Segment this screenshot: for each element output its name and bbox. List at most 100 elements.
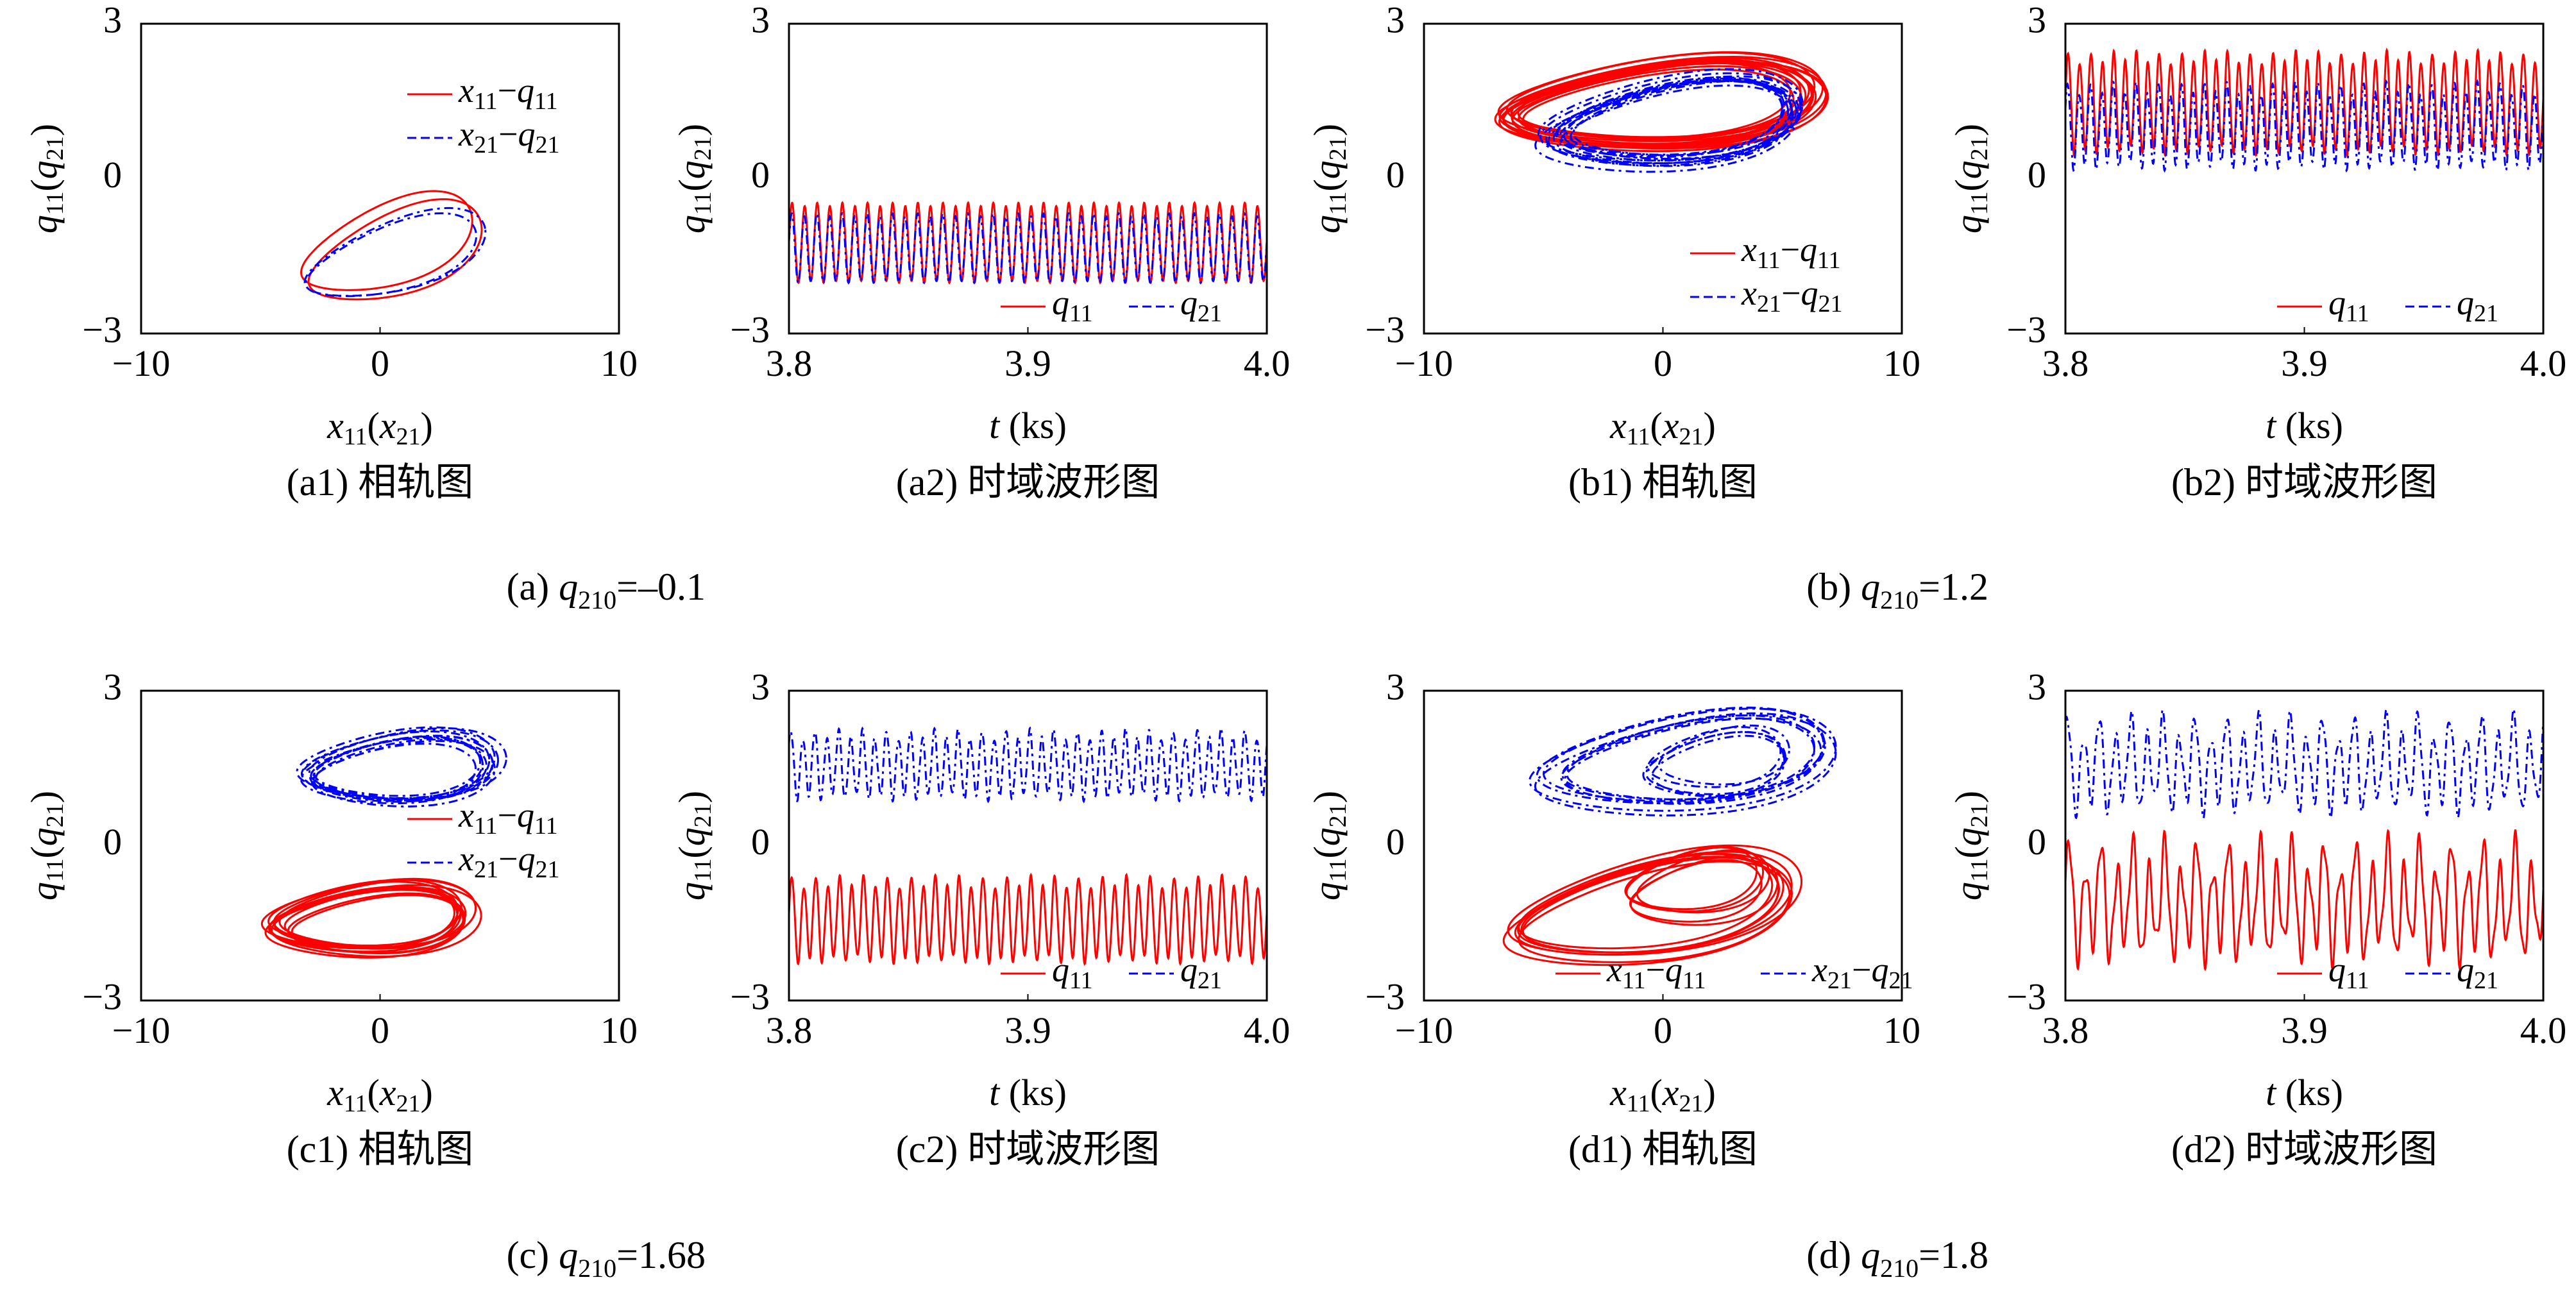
legend-label-q21: q21​: [1180, 950, 1222, 993]
x-tick-label: 4.0: [1244, 1009, 1291, 1051]
panel-caption: (c1) 相轨图: [287, 1128, 474, 1170]
group-caption-param: q: [1861, 566, 1880, 608]
group-caption: (d) q210=1.8: [1806, 1234, 1988, 1283]
group-caption-sub: 210: [1880, 586, 1919, 614]
y-tick-label: 0: [103, 154, 122, 196]
x-axis-label: t (ks): [2266, 1072, 2343, 1113]
y-tick-label: 3: [103, 0, 122, 40]
panel-caption: (b2) 时域波形图: [2171, 461, 2437, 503]
legend-label-q21: q21​: [2457, 950, 2498, 993]
y-tick-label: 3: [2028, 0, 2046, 40]
x-axis-label: t (ks): [989, 405, 1067, 446]
legend: x11​−q11​x21​−q21​: [1555, 950, 1913, 994]
y-axis-label: q11​(q21​): [1947, 791, 1992, 900]
group-caption-param: q: [559, 1234, 578, 1276]
y-tick-label: −3: [730, 308, 770, 350]
x-tick-label: 10: [600, 342, 638, 384]
y-axis-label: q11​(q21​): [23, 791, 68, 900]
x-tick-label: 10: [1883, 342, 1920, 384]
series-line-q11: [260, 877, 482, 959]
chart-a2: 3.8 3.9 4.0 3 0 −3 t (ks) q11​(q21​) (a2) 时域波形图 q…: [671, 0, 1290, 503]
y-tick-label: −3: [1365, 308, 1405, 350]
x-tick-label: −10: [1395, 1009, 1453, 1051]
series-group: [1494, 51, 1829, 173]
group-caption-sub: 210: [1880, 1254, 1919, 1283]
group-caption-param: q: [559, 566, 578, 608]
y-tick-label: 0: [1386, 821, 1405, 863]
series-line-q21: [1534, 68, 1804, 173]
x-tick-label: 3.9: [1004, 1009, 1051, 1051]
legend-label-q21: q21​: [2457, 283, 2498, 326]
group-caption-label: (b): [1806, 566, 1861, 608]
legend-label-q11: x11​−q11​: [458, 71, 558, 114]
legend-label-q21: q21​: [1180, 283, 1222, 326]
group-caption: (a) q210=–0.1: [507, 566, 706, 614]
panel-caption: (b1) 相轨图: [1568, 461, 1758, 503]
series-line-q21: [2065, 707, 2543, 820]
series-line-q11: [789, 872, 1267, 967]
series-line-q11: [1502, 844, 1803, 967]
legend: q11​ q21​: [1001, 283, 1222, 327]
legend-label-q11: x11​−q11​: [458, 796, 558, 839]
x-tick-label: −10: [112, 1009, 171, 1051]
group-caption: (b) q210=1.2: [1806, 566, 1988, 614]
x-tick-label: −10: [1395, 342, 1453, 384]
group-caption-value: =1.2: [1919, 566, 1988, 608]
y-tick-label: −3: [82, 308, 122, 350]
chart-c2: 3.8 3.9 4.0 3 0 −3 t (ks) q11​(q21​) (c2) 时域波形图 q…: [671, 666, 1290, 1170]
y-tick-label: −3: [1365, 975, 1405, 1017]
legend: x11​−q11​x21​−q21​: [1690, 230, 1842, 317]
y-axis-label: q11​(q21​): [1306, 124, 1351, 233]
chart-d2: 3.8 3.9 4.0 3 0 −3 t (ks) q11​(q21​) (d2) 时域波形图 q…: [1947, 666, 2566, 1170]
y-tick-label: 0: [1386, 154, 1405, 196]
group-caption-label: (c): [507, 1234, 559, 1276]
group-caption-label: (d): [1806, 1234, 1861, 1276]
legend-label-q11: q11​: [1052, 283, 1093, 326]
x-tick-label: 10: [600, 1009, 638, 1051]
group-caption-label: (a): [507, 566, 559, 608]
chart-b2: 3.8 3.9 4.0 3 0 −3 t (ks) q11​(q21​) (b2) 时域波形图 q…: [1947, 0, 2566, 503]
x-tick-label: 0: [1654, 342, 1672, 384]
series-group: [2065, 47, 2543, 173]
y-axis-label: q11​(q21​): [23, 124, 68, 233]
legend: x11​−q11​x21​−q21​: [407, 71, 559, 158]
chart-a1: −10 0 10 3 0 −3 x11​(x21​) q11​(q21​) (a1) 相轨图 x1…: [23, 0, 638, 503]
y-tick-label: −3: [2006, 308, 2046, 350]
chart-b1: −10 0 10 3 0 −3 x11​(x21​) q11​(q21​) (b1) 相轨图 x1…: [1306, 0, 1920, 503]
y-axis-label: q11​(q21​): [1306, 791, 1351, 900]
x-axis-label: x11​(x21​): [326, 1072, 433, 1117]
y-tick-label: 3: [1386, 666, 1405, 707]
panel-caption: (c2) 时域波形图: [896, 1128, 1160, 1170]
group-caption-value: =–0.1: [616, 566, 706, 608]
group-caption-value: =1.68: [616, 1234, 706, 1276]
y-tick-label: 3: [103, 666, 122, 707]
x-axis-label: x11​(x21​): [326, 405, 433, 450]
y-tick-label: 3: [751, 666, 770, 707]
x-axis-label: t (ks): [989, 1072, 1067, 1113]
legend-label-q11: q11​: [2328, 950, 2369, 993]
y-tick-label: 0: [2028, 821, 2046, 863]
legend-label-q11: q11​: [2328, 283, 2369, 326]
x-tick-label: 3.9: [2281, 342, 2328, 384]
panel-caption: (a1) 相轨图: [287, 461, 474, 503]
x-tick-label: 4.0: [2520, 1009, 2567, 1051]
legend: x11​−q11​x21​−q21​: [407, 796, 559, 883]
series-line-q11: [2065, 47, 2543, 158]
legend-label-q11: q11​: [1052, 950, 1093, 993]
series-line-q11: [1494, 51, 1829, 153]
chart-c1: −10 0 10 3 0 −3 x11​(x21​) q11​(q21​) (c1) 相轨图 x1…: [23, 666, 638, 1170]
legend-label-q11: x11​−q11​: [1606, 950, 1706, 993]
x-tick-label: 3.8: [766, 1009, 813, 1051]
x-tick-label: 3.8: [766, 342, 813, 384]
x-axis-label: x11​(x21​): [1609, 1072, 1716, 1117]
x-tick-label: 0: [1654, 1009, 1672, 1051]
series-group: [300, 190, 487, 301]
x-tick-label: 10: [1883, 1009, 1920, 1051]
y-tick-label: 0: [103, 821, 122, 863]
series-line-q11: [300, 190, 483, 301]
legend: q11​ q21​: [1001, 950, 1222, 994]
y-axis-label: q11​(q21​): [671, 791, 716, 900]
series-line-q21: [296, 726, 507, 807]
panel-caption: (a2) 时域波形图: [896, 461, 1160, 503]
x-axis-label: x11​(x21​): [1609, 405, 1716, 450]
